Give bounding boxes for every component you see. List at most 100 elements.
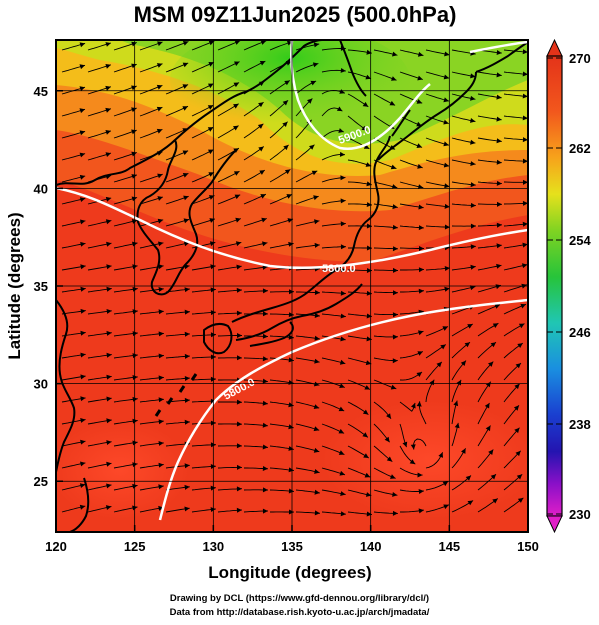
streamline-arrowhead <box>156 106 163 112</box>
streamline-arrowhead <box>208 83 214 89</box>
streamline-arrowhead <box>496 222 502 228</box>
lon-tick-label: 140 <box>360 539 382 554</box>
streamline-arrowhead <box>366 202 372 207</box>
lon-tick-label: 130 <box>202 539 224 554</box>
streamline-arrowhead <box>132 331 138 337</box>
streamline-arrowhead <box>362 432 368 438</box>
streamline-arrowhead <box>496 180 502 186</box>
streamline-arrowhead <box>340 511 346 517</box>
streamline-arrowhead <box>392 312 398 318</box>
streamline-arrowhead <box>390 384 397 390</box>
streamline-arrowhead <box>80 374 86 380</box>
streamline-arrowhead <box>105 85 111 91</box>
streamline-arrowhead <box>182 84 189 89</box>
streamline-arrowhead <box>106 418 112 424</box>
streamline-arrowhead <box>283 144 289 151</box>
streamline-arrowhead <box>338 450 345 455</box>
streamline-arrowhead <box>286 194 292 199</box>
streamline-arrowhead <box>236 399 242 405</box>
streamline-arrowhead <box>314 469 320 474</box>
streamline-arrowhead <box>262 265 268 270</box>
streamline-arrowhead <box>80 352 86 358</box>
streamline-arrowhead <box>389 100 396 106</box>
streamline-arrowhead <box>184 463 190 469</box>
streamline-arrowhead <box>182 62 189 68</box>
streamline-arrowhead <box>456 379 462 386</box>
streamline-arrowhead <box>339 151 345 157</box>
streamline-arrowhead <box>158 375 164 381</box>
streamline-arrowhead <box>288 467 294 473</box>
streamline-arrowhead <box>262 400 268 406</box>
streamline-arrowhead <box>338 406 345 412</box>
streamline-arrowhead <box>513 405 519 411</box>
streamline-arrowhead <box>313 195 319 201</box>
streamline-arrowhead <box>522 242 528 248</box>
streamline-arrowhead <box>233 103 239 109</box>
streamline-arrowhead <box>362 101 369 107</box>
streamline-arrowhead <box>366 268 372 273</box>
streamline-arrowhead <box>80 418 86 423</box>
streamline-arrowhead <box>157 41 163 47</box>
lat-tick-label: 35 <box>34 279 48 294</box>
streamline-arrowhead <box>237 355 242 361</box>
streamline-arrowhead <box>182 106 188 111</box>
streamline-arrowhead <box>157 218 164 224</box>
streamline-arrowhead <box>366 245 372 251</box>
streamline-arrowhead <box>262 422 268 428</box>
streamline-arrowhead <box>336 106 343 112</box>
streamline-arrowhead <box>492 498 498 504</box>
streamline-arrowhead <box>492 323 499 328</box>
streamline-arrowhead <box>310 80 317 86</box>
streamline-arrowhead <box>443 74 450 80</box>
wind-streamlines <box>61 40 528 517</box>
streamline-arrowhead <box>131 63 137 69</box>
streamline-arrowhead <box>514 383 520 390</box>
streamline-arrowhead <box>366 290 372 296</box>
streamline-arrowhead <box>131 107 137 113</box>
streamline-arrowhead <box>262 288 268 294</box>
streamline-arrowhead <box>523 179 528 185</box>
streamline-arrowhead <box>132 309 138 315</box>
lon-tick-label: 145 <box>438 539 460 554</box>
streamline-arrowhead <box>105 107 111 113</box>
streamline-arrowhead <box>182 41 189 46</box>
streamline-arrowhead <box>340 290 346 296</box>
streamline-arrowhead <box>443 97 449 103</box>
streamline-arrowhead <box>131 151 137 157</box>
streamline-arrowhead <box>522 115 528 121</box>
streamline-arrowhead <box>496 159 502 165</box>
streamline-arrowhead <box>132 286 138 292</box>
streamline-arrowhead <box>515 363 521 369</box>
streamline-arrowhead <box>522 200 528 206</box>
streamline-arrowhead <box>496 263 502 269</box>
streamline-arrowhead <box>384 436 390 443</box>
streamline-arrowhead <box>340 313 346 319</box>
streamline-arrowhead <box>309 144 315 150</box>
streamline-arrowhead <box>79 86 85 92</box>
streamline-arrowhead <box>442 326 448 331</box>
streamline-arrowhead <box>314 335 320 341</box>
streamline-arrowhead <box>392 358 398 364</box>
streamline-arrowhead <box>443 119 449 125</box>
streamline-arrowhead <box>496 50 502 55</box>
streamline-arrowhead <box>307 98 313 104</box>
streamline-arrowhead <box>262 444 268 450</box>
streamline-arrowhead <box>311 170 318 176</box>
streamline-arrowhead <box>314 290 320 295</box>
streamline-arrowhead <box>158 462 164 468</box>
streamline-arrowhead <box>262 241 268 247</box>
streamline-arrowhead <box>485 381 491 388</box>
streamline-arrowhead <box>80 264 86 270</box>
streamline-arrowhead <box>79 108 85 114</box>
streamline-arrowhead <box>392 246 398 252</box>
streamline-arrowhead <box>392 204 398 210</box>
streamline-arrowhead <box>184 376 190 381</box>
streamline-arrowhead <box>365 492 372 497</box>
streamline-arrowhead <box>402 441 408 448</box>
streamline-arrowhead <box>288 357 294 363</box>
streamline-arrowhead <box>157 173 163 179</box>
streamline-arrowhead <box>362 409 369 415</box>
footer-credit-drawing: Drawing by DCL (https://www.gfd-dennou.o… <box>169 593 430 604</box>
streamline-arrowhead <box>184 419 190 425</box>
streamline-arrowhead <box>258 146 264 152</box>
